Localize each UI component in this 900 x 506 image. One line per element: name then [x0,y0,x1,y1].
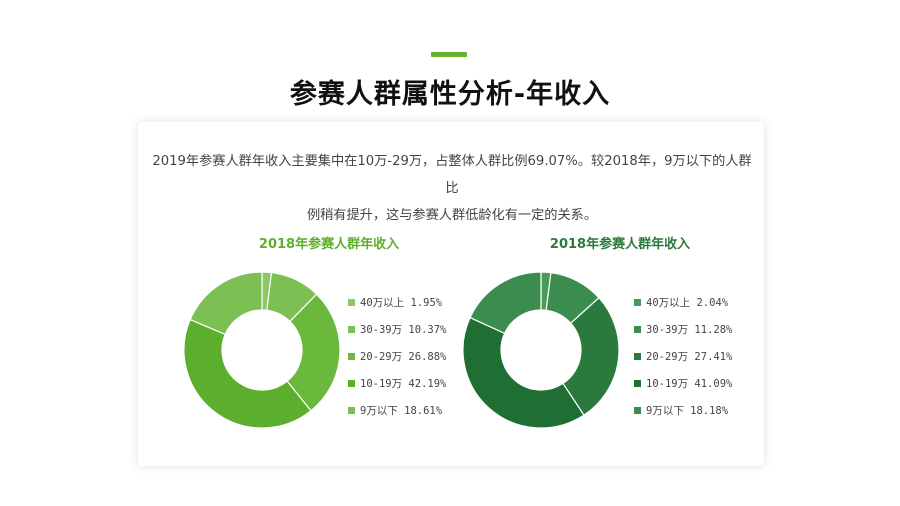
left-legend-item: 30-39万 10.37% [348,323,488,350]
right-legend-label: 10-19万 [646,378,689,390]
left-legend-swatch [348,326,355,333]
left-legend-swatch [348,407,355,414]
right-legend-label: 20-29万 [646,351,689,363]
right-legend-value: 18.18% [683,405,729,417]
left-legend-item: 40万以上 1.95% [348,296,488,323]
right-legend-item: 30-39万 11.28% [634,323,774,350]
left-legend-swatch [348,299,355,306]
donut-chart-left [184,271,340,429]
right-legend-item: 40万以上 2.04% [634,296,774,323]
summary-line-1: 2019年参赛人群年收入主要集中在10万-29万，占整体人群比例69.07%。较… [152,154,752,196]
right-legend-swatch [634,299,641,306]
left-legend-label: 20-29万 [360,351,403,363]
right-legend-value: 2.04% [690,297,729,309]
right-legend-label: 9万以下 [646,405,684,417]
summary-text: 2019年参赛人群年收入主要集中在10万-29万，占整体人群比例69.07%。较… [150,148,754,229]
donut-chart-right [463,271,619,429]
left-legend-label: 30-39万 [360,324,403,336]
left-legend-item: 10-19万 42.19% [348,377,488,404]
left-legend-item: 9万以下 18.61% [348,404,488,431]
right-slice-4 [469,271,542,335]
left-slice-3 [184,318,312,429]
right-legend-item: 10-19万 41.09% [634,377,774,404]
left-legend-label: 9万以下 [360,405,398,417]
legend-left: 40万以上 1.95% 30-39万 10.37% 20-29万 26.88% 10-… [348,296,488,431]
right-legend-value: 11.28% [688,324,733,336]
right-slice-3 [463,316,585,429]
right-legend-swatch [634,407,641,414]
right-legend-item: 20-29万 27.41% [634,350,774,377]
title-accent-bar [431,52,467,57]
left-slice-2 [286,293,340,412]
left-legend-value: 26.88% [402,351,447,363]
chart-title-left: 2018年参赛人群年收入 [258,237,400,252]
right-legend-value: 27.41% [688,351,733,363]
left-legend-label: 10-19万 [360,378,403,390]
right-slice-2 [562,296,619,416]
left-legend-swatch [348,380,355,387]
left-slice-4 [189,271,263,336]
right-legend-item: 9万以下 18.18% [634,404,774,431]
right-legend-swatch [634,353,641,360]
left-legend-item: 20-29万 26.88% [348,350,488,377]
left-legend-value: 42.19% [402,378,447,390]
right-legend-label: 40万以上 [646,297,691,309]
left-legend-label: 40万以上 [360,297,405,309]
chart-title-right: 2018年参赛人群年收入 [549,237,691,252]
right-legend-swatch [634,326,641,333]
right-legend-label: 30-39万 [646,324,689,336]
left-legend-value: 1.95% [404,297,443,309]
right-legend-swatch [634,380,641,387]
left-legend-value: 18.61% [397,405,443,417]
page-title: 参赛人群属性分析-年收入 [289,79,611,110]
summary-line-2: 例稍有提升，这与参赛人群低龄化有一定的关系。 [306,208,598,223]
legend-right: 40万以上 2.04% 30-39万 11.28% 20-29万 27.41% 10-… [634,296,774,431]
content-card: 2019年参赛人群年收入主要集中在10万-29万，占整体人群比例69.07%。较… [138,122,764,466]
right-legend-value: 41.09% [688,378,733,390]
left-legend-value: 10.37% [402,324,447,336]
left-legend-swatch [348,353,355,360]
